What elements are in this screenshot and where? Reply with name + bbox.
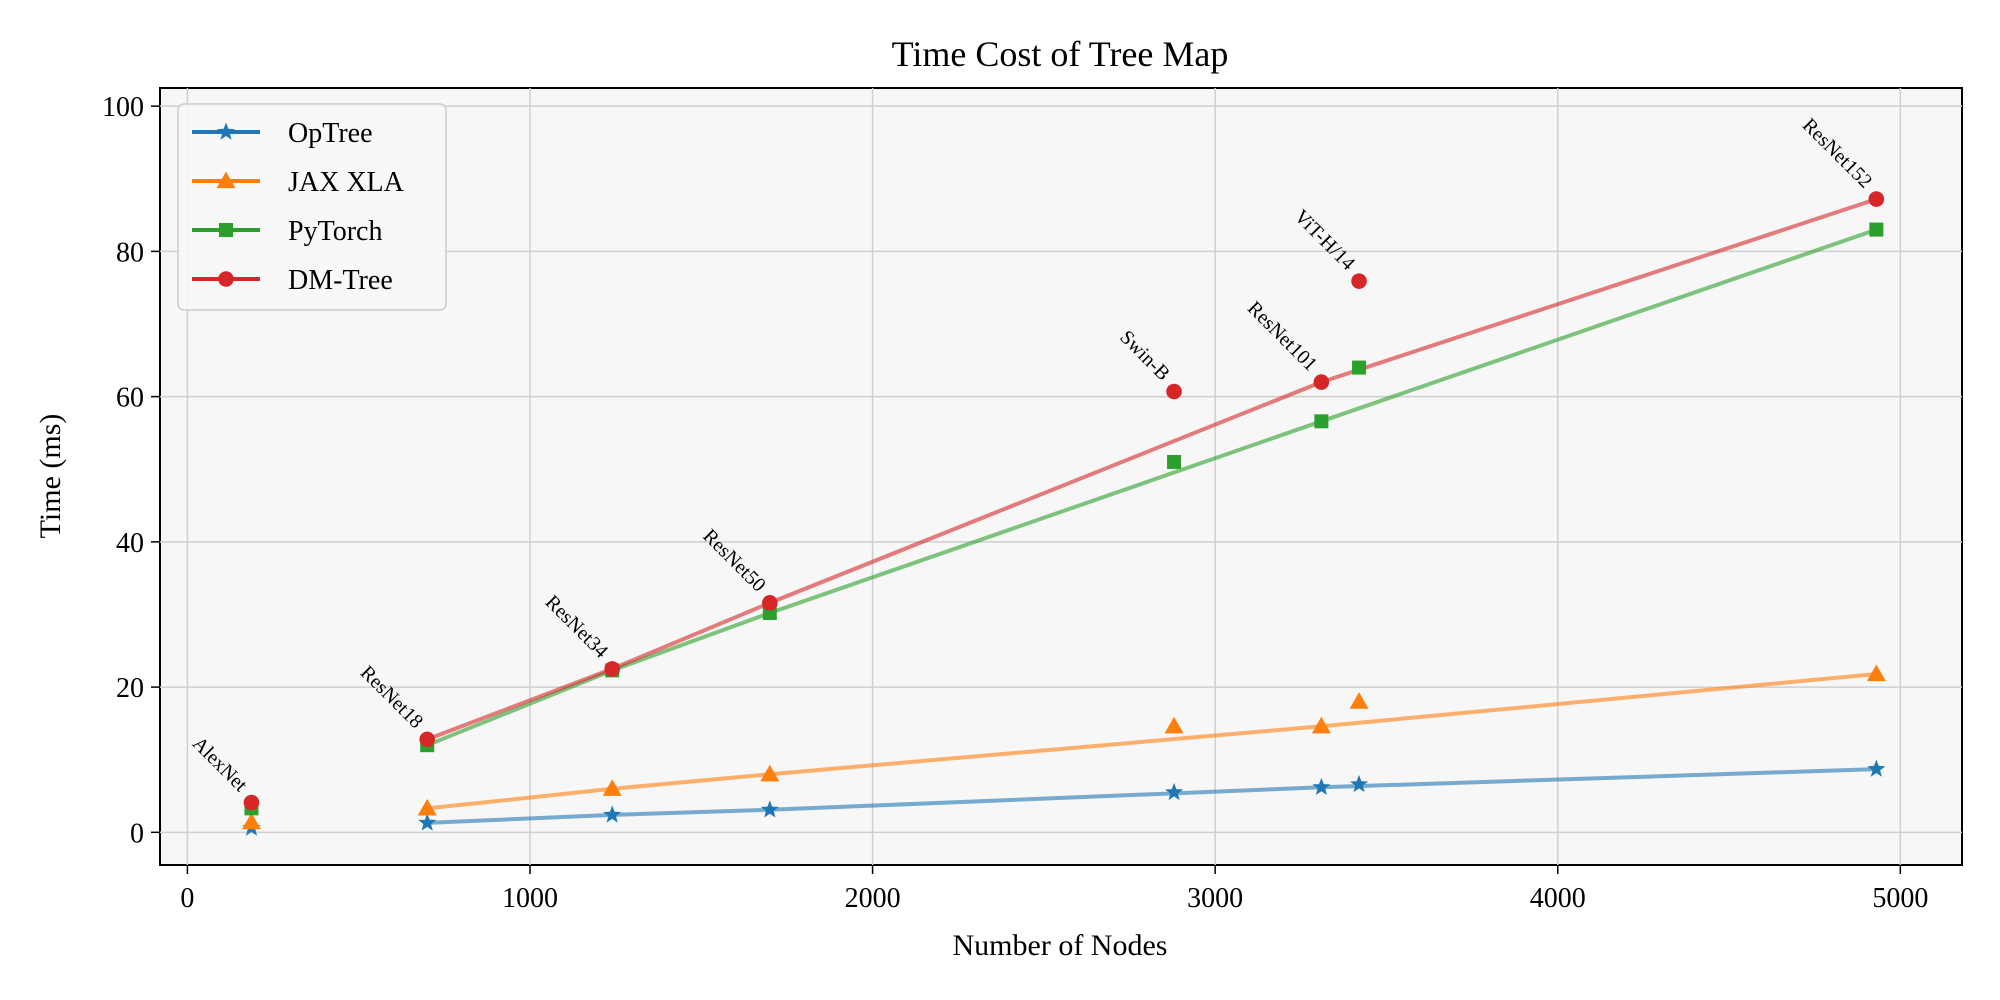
data-point-optree [603,805,622,823]
data-point-pytorch [1314,414,1329,429]
data-point-optree [418,813,437,831]
legend-label-optree: OpTree [288,118,373,149]
legend-marker-jax-xla [216,171,236,189]
y-tick-label: 0 [130,818,144,849]
legend-label-jax-xla: JAX XLA [288,167,405,198]
data-point-jax-xla [241,812,261,830]
data-point-dm-tree [762,595,778,611]
grid-lines [160,88,1962,865]
y-tick-label: 60 [116,383,144,414]
y-tick-label: 80 [116,237,144,268]
data-point-pytorch [1352,360,1367,375]
data-point-optree [1312,777,1331,795]
data-point-dm-tree [1166,383,1182,400]
data-point-jax-xla [602,779,622,796]
legend-label-pytorch: PyTorch [288,216,382,247]
data-point-jax-xla [1866,664,1886,682]
legend-marker-pytorch [219,223,233,237]
y-tick-label: 20 [116,673,144,704]
data-markers [241,191,1886,836]
data-point-jax-xla [1164,716,1184,734]
x-tick-label: 3000 [1187,883,1243,914]
legend-marker-dm-tree [218,271,234,287]
x-tick-label: 1000 [502,883,558,914]
data-point-jax-xla [760,764,780,782]
x-tick-label: 5000 [1872,883,1928,914]
legend: OpTree JAX XLA PyTorch DM-Tree [177,103,447,311]
data-point-optree [1350,774,1369,793]
data-point-optree [760,800,779,818]
data-point-dm-tree [1313,374,1330,390]
data-point-pytorch [1167,454,1182,469]
x-tick-label: 2000 [845,883,901,914]
y-axis-ticks: 0 20 40 60 80 100 [102,92,160,849]
legend-marker-optree [217,122,235,140]
plot-area [159,87,1963,866]
data-point-optree [1165,782,1184,801]
legend-label-dm-tree: DM-Tree [288,265,393,296]
x-axis-ticks: 0 1000 2000 3000 4000 5000 [180,865,1928,914]
x-axis-label: Number of Nodes [953,929,1168,962]
y-tick-label: 40 [116,528,144,559]
legend-box [177,103,447,311]
data-point-pytorch [1869,222,1884,237]
data-point-jax-xla [1349,692,1369,709]
data-point-dm-tree [419,731,436,748]
data-point-dm-tree [604,661,621,677]
data-point-optree [1867,759,1886,777]
y-tick-label: 100 [102,92,144,123]
data-point-dm-tree [243,794,260,811]
x-tick-label: 4000 [1530,883,1586,914]
data-point-dm-tree [1351,273,1367,289]
data-point-jax-xla [417,798,437,816]
y-axis-label: Time (ms) [34,414,67,539]
x-tick-label: 0 [180,883,194,914]
data-point-dm-tree [1868,191,1885,207]
data-point-jax-xla [1311,716,1331,734]
chart-title: Time Cost of Tree Map [892,34,1229,74]
